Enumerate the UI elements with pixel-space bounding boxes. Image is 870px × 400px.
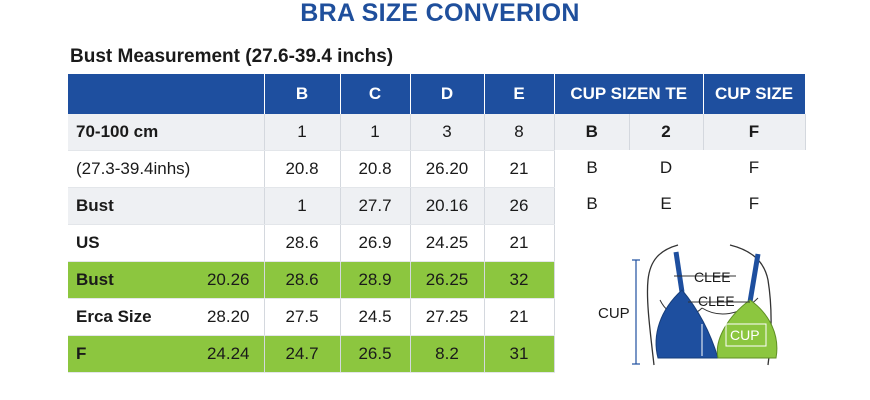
torso-left-outline xyxy=(646,244,679,366)
row-label: US xyxy=(76,233,100,252)
row-extra-value: 20.26 xyxy=(206,270,250,289)
header-cup-e: E xyxy=(484,74,555,114)
table-cell: 28.6 xyxy=(264,224,341,262)
header-label-cell xyxy=(68,74,265,114)
right-cup-shape xyxy=(716,299,778,359)
cup-table-header-row: CUP SIZEN TE CUP SIZE xyxy=(555,74,806,114)
table-cell: 20.16 xyxy=(410,187,485,225)
table-cell: 26.20 xyxy=(410,150,485,188)
table-row: 70-100 cm 1 1 3 8 xyxy=(68,114,555,151)
cup-table-cell: B xyxy=(555,150,629,186)
cup-table-cell: F xyxy=(703,186,805,222)
cup-label-box xyxy=(725,323,767,347)
table-row: F 24.24 24.7 26.5 8.2 31 xyxy=(68,335,555,373)
table-cell: 26.9 xyxy=(340,224,411,262)
table-cell: 8.2 xyxy=(410,335,485,373)
table-cell: 31 xyxy=(484,335,555,373)
cup-table-cell: D xyxy=(629,150,703,186)
header-cup-c: C xyxy=(340,74,411,114)
table-row: (27.3-39.4inhs) 20.8 20.8 26.20 21 xyxy=(68,150,555,188)
table-cell: 26.25 xyxy=(410,261,485,299)
table-row: Bust 20.26 28.6 28.9 26.25 32 xyxy=(68,261,555,299)
row-label-cell: US xyxy=(68,224,265,262)
diagram-label-cup: CUP xyxy=(730,327,760,343)
table-cell: 27.25 xyxy=(410,298,485,336)
row-label: Erca Size xyxy=(76,307,152,326)
row-label-cell: 70-100 cm xyxy=(68,114,265,151)
bra-diagram: CLEE CLEE CUP xyxy=(632,244,778,366)
header-cup-d: D xyxy=(410,74,485,114)
row-label: 70-100 cm xyxy=(76,122,159,141)
cup-table-cell: 2 xyxy=(629,114,704,150)
row-label: (27.3-39.4inhs) xyxy=(76,159,191,178)
table-row: Erca Size 28.20 27.5 24.5 27.25 21 xyxy=(68,298,555,336)
diagram-label-top: CLEE xyxy=(694,269,731,285)
table-cell: 1 xyxy=(340,114,411,151)
row-label-cell: F 24.24 xyxy=(68,335,265,373)
table-cell: 21 xyxy=(484,298,555,336)
right-strap xyxy=(747,253,761,303)
cup-header-1: CUP SIZEN TE xyxy=(555,74,704,114)
table-header-row: B C D E xyxy=(68,74,555,114)
size-conversion-table: B C D E 70-100 cm 1 1 3 8 (27.3-39.4inhs) 20.8… xyxy=(68,74,555,373)
table-cell: 27.5 xyxy=(264,298,341,336)
table-cell: 21 xyxy=(484,150,555,188)
table-subtitle: Bust Measurement (27.6-39.4 inchs) xyxy=(70,46,394,67)
table-cell: 21 xyxy=(484,224,555,262)
row-label-cell: Erca Size 28.20 xyxy=(68,298,265,336)
row-label: F xyxy=(76,344,87,363)
table-cell: 1 xyxy=(264,187,341,225)
table-cell: 24.5 xyxy=(340,298,411,336)
diagram-side-label: CUP xyxy=(598,305,630,322)
table-cell: 24.25 xyxy=(410,224,485,262)
header-cup-b: B xyxy=(264,74,341,114)
table-cell: 1 xyxy=(264,114,341,151)
cup-table-cell: B xyxy=(555,114,630,150)
table-cell: 27.7 xyxy=(340,187,411,225)
table-row: Bust 1 27.7 20.16 26 xyxy=(68,187,555,225)
cup-table-cell: B xyxy=(555,186,629,222)
table-cell: 28.9 xyxy=(340,261,411,299)
table-cell: 32 xyxy=(484,261,555,299)
left-cup-shape xyxy=(655,289,719,359)
table-cell: 26 xyxy=(484,187,555,225)
table-cell: 20.8 xyxy=(264,150,341,188)
row-label-cell: (27.3-39.4inhs) xyxy=(68,150,265,188)
page-title: BRA SIZE CONVERION xyxy=(300,0,580,27)
cup-table-cell: F xyxy=(703,114,806,150)
cup-table-cell: F xyxy=(703,150,805,186)
row-extra-value: 28.20 xyxy=(206,307,250,326)
row-extra-value: 24.24 xyxy=(206,344,250,363)
diagram-label-mid: CLEE xyxy=(698,293,735,309)
table-cell: 8 xyxy=(484,114,555,151)
row-label: Bust xyxy=(76,196,114,215)
row-label-cell: Bust 20.26 xyxy=(68,261,265,299)
left-strap xyxy=(673,251,685,293)
table-cell: 20.8 xyxy=(340,150,411,188)
table-cell: 26.5 xyxy=(340,335,411,373)
cup-header-2: CUP SIZE xyxy=(703,74,806,114)
cup-table-cell: E xyxy=(629,186,703,222)
table-cell: 3 xyxy=(410,114,485,151)
table-cell: 28.6 xyxy=(264,261,341,299)
table-cell: 24.7 xyxy=(264,335,341,373)
row-label: Bust xyxy=(76,270,114,289)
table-row: US 28.6 26.9 24.25 21 xyxy=(68,224,555,262)
row-label-cell: Bust xyxy=(68,187,265,225)
